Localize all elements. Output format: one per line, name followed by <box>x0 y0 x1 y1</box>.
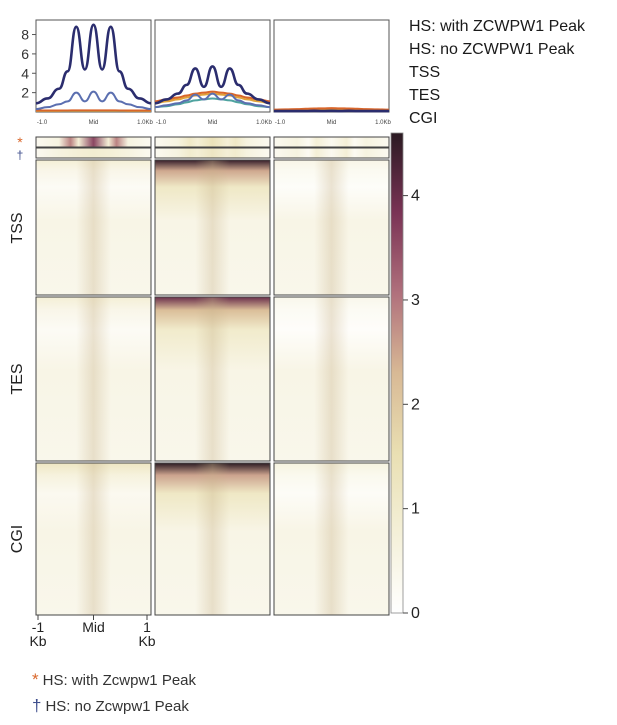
legend-item-tes: TES <box>409 87 441 104</box>
row-label-tes: TES <box>9 363 26 394</box>
profile-panel-1: -1.0 Mid 1.0Kb <box>35 19 153 126</box>
profile-xtick: -1.0 <box>275 120 286 126</box>
legend-item-tss: TSS <box>409 64 441 81</box>
heatmap-center-stripe <box>155 297 270 461</box>
heatmap-frame <box>273 147 390 159</box>
heatmap-frame <box>35 136 152 148</box>
heatmap-frame <box>154 159 271 296</box>
heatmap-block <box>35 147 152 159</box>
profile-xtick: 1.0Kb <box>256 120 272 126</box>
heatmap-block <box>154 159 271 296</box>
heatmap-frame <box>154 136 271 148</box>
series-line-cgi <box>273 107 390 111</box>
footnote-with-peak-text: HS: with Zcwpw1 Peak <box>42 672 197 689</box>
row-marker-dagger: † <box>17 148 24 162</box>
profile-ytick-label: 6 <box>21 46 29 62</box>
heatmap-center-stripe <box>274 160 389 295</box>
row-marker-star: * <box>17 134 23 150</box>
profile-xtick: 1.0Kb <box>375 120 391 126</box>
colorbar-tick-label: 4 <box>411 188 420 205</box>
colorbar-gradient <box>390 132 404 614</box>
heatmap-frame <box>273 136 390 148</box>
heatmap-block <box>35 136 152 148</box>
heatmap-block <box>35 462 152 616</box>
heatmap-hs-strip <box>155 148 270 158</box>
profile-frame <box>35 19 152 113</box>
heatmap-block <box>154 147 271 159</box>
heatmap-center-stripe <box>274 463 389 615</box>
heatmap-block <box>273 462 390 616</box>
star-icon: * <box>32 670 39 689</box>
heatmap-frame <box>273 462 390 616</box>
legend-item-no-peak: HS: no ZCWPW1 Peak <box>409 41 575 58</box>
colorbar-tick-label: 1 <box>411 501 420 518</box>
colorbar-tick-label: 3 <box>411 292 420 309</box>
heatmaps <box>35 136 390 616</box>
heatmap-center-stripe <box>36 297 151 461</box>
profile-frame <box>273 19 390 113</box>
heatmap-block <box>154 296 271 462</box>
heatmap-hs-strip <box>36 137 151 147</box>
heatmap-frame <box>35 147 152 159</box>
heatmap-frame <box>154 147 271 159</box>
series-line-with-peak <box>154 65 271 105</box>
bottom-tick-mid: Mid <box>82 619 105 635</box>
heatmap-block <box>273 296 390 462</box>
series-line-no-peak <box>35 90 152 111</box>
profile-ytick-label: 8 <box>21 27 29 43</box>
heatmap-center-stripe <box>155 160 270 295</box>
heatmap-block <box>35 159 152 296</box>
bottom-tick-left: -1 Kb <box>29 619 46 649</box>
footnote-with-peak: * HS: with Zcwpw1 Peak <box>32 670 196 690</box>
colorbar-tick-label: 0 <box>411 605 420 622</box>
heatmap-center-stripe <box>36 160 151 295</box>
heatmap-frame <box>273 296 390 462</box>
heatmap-block <box>273 136 390 148</box>
heatmap-hs-strip <box>36 148 151 158</box>
profile-panel-2: -1.0 Mid 1.0Kb <box>154 19 272 126</box>
heatmap-block <box>273 159 390 296</box>
row-label-cgi: CGI <box>9 525 26 553</box>
series-line-cgi <box>154 90 271 103</box>
profile-panel-3: -1.0 Mid 1.0Kb <box>273 19 391 126</box>
heatmap-frame <box>273 159 390 296</box>
legend-item-cgi: CGI <box>409 110 438 127</box>
colorbar-tick-label: 2 <box>411 396 420 413</box>
dagger-icon: † <box>32 696 42 715</box>
profile-xtick: -1.0 <box>37 120 48 126</box>
profile-ytick-label: 4 <box>21 65 29 81</box>
heatmap-hs-strip <box>274 137 389 147</box>
series-line-no-peak <box>154 92 271 109</box>
heatmap-block <box>154 462 271 616</box>
profile-xtick: Mid <box>89 120 99 126</box>
profile-xtick: -1.0 <box>156 120 167 126</box>
footnote-no-peak-text: HS: no Zcwpw1 Peak <box>45 698 189 715</box>
heatmap-frame <box>154 296 271 462</box>
profile-xtick: Mid <box>208 120 218 126</box>
heatmap-frame <box>35 296 152 462</box>
heatmap-hs-strip <box>274 148 389 158</box>
row-label-tss: TSS <box>9 212 26 243</box>
heatmap-block <box>273 147 390 159</box>
footnote-no-peak: † HS: no Zcwpw1 Peak <box>32 696 189 716</box>
legend-item-with-peak: HS: with ZCWPW1 Peak <box>409 18 586 35</box>
heatmap-block <box>35 296 152 462</box>
colorbar: 0 1 2 3 4 <box>390 132 420 622</box>
profile-frame <box>154 19 271 113</box>
heatmap-frame <box>154 462 271 616</box>
heatmap-block <box>154 136 271 148</box>
heatmap-center-stripe <box>36 463 151 615</box>
profile-ytick-label: 2 <box>21 85 29 101</box>
profile-xtick: 1.0Kb <box>137 120 153 126</box>
bottom-tick-right: 1 Kb <box>138 619 155 649</box>
profile-xtick: Mid <box>327 120 337 126</box>
heatmap-hs-strip <box>155 137 270 147</box>
heatmap-center-stripe <box>274 297 389 461</box>
heatmap-center-stripe <box>155 463 270 615</box>
axis-labels: *† TSS TES CGI -1 Kb Mid 1 Kb <box>9 134 156 649</box>
series-line-with-peak <box>35 23 152 105</box>
heatmap-frame <box>35 159 152 296</box>
